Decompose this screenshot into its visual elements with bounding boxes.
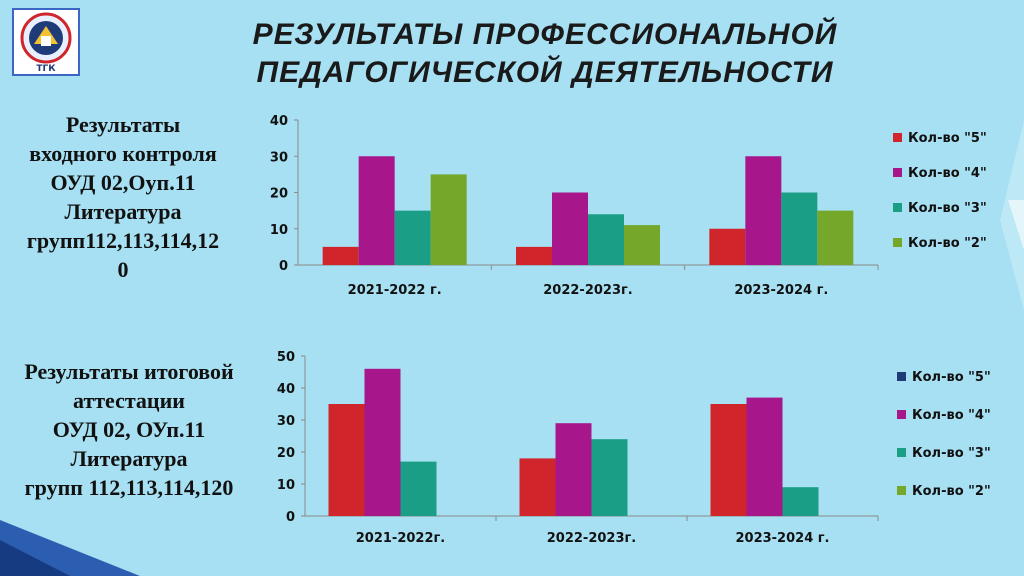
y-tick-label: 20 <box>277 446 295 461</box>
category-label: 2021-2022г. <box>356 531 446 546</box>
bar <box>364 368 401 516</box>
bar <box>588 214 624 265</box>
bar <box>709 228 746 265</box>
category-label: 2021-2022 г. <box>348 283 442 298</box>
caption-line: групп112,113,114,12 <box>26 228 220 253</box>
caption-line: Литература <box>64 199 182 224</box>
page-title-line-1: РЕЗУЛЬТАТЫ ПРОФЕССИОНАЛЬНОЙ <box>252 18 838 51</box>
svg-text:ТГК: ТГК <box>36 64 56 74</box>
category-label: 2022-2023г. <box>543 283 633 298</box>
legend-swatch <box>897 486 906 495</box>
caption-line: ОУД 02, ОУп.11 <box>52 417 206 442</box>
legend-label: Кол-во "2" <box>908 236 987 251</box>
page-title-line-2: ПЕДАГОГИЧЕСКОЙ ДЕЯТЕЛЬНОСТИ <box>256 56 834 89</box>
y-tick-label: 0 <box>279 259 288 274</box>
caption-line: входного контроля <box>29 141 217 166</box>
bar <box>710 404 747 516</box>
legend-swatch <box>893 203 902 212</box>
caption-line: 0 <box>117 257 129 282</box>
bar <box>516 246 552 265</box>
bar <box>555 423 592 516</box>
y-tick-label: 50 <box>277 350 295 365</box>
legend-label: Кол-во "3" <box>912 446 991 461</box>
legend-swatch <box>893 133 902 142</box>
bar <box>624 225 660 265</box>
caption-line: Результаты <box>65 112 181 137</box>
legend-swatch <box>893 238 902 247</box>
y-tick-label: 10 <box>277 478 295 493</box>
caption-line: групп 112,113,114,120 <box>24 475 234 500</box>
college-logo: ТГК <box>12 8 80 76</box>
caption-line: Литература <box>70 446 188 471</box>
y-tick-label: 40 <box>277 382 295 397</box>
legend-swatch <box>893 168 902 177</box>
bar <box>745 156 782 265</box>
bar <box>358 156 395 265</box>
chart1-caption: Результаты входного контроля ОУД 02,Оуп.… <box>8 110 238 284</box>
legend-swatch <box>897 410 906 419</box>
legend-label: Кол-во "3" <box>908 201 987 216</box>
legend-label: Кол-во "5" <box>908 131 987 146</box>
bar <box>781 192 818 265</box>
bar <box>782 487 819 516</box>
legend-label: Кол-во "4" <box>912 408 991 423</box>
bar <box>519 458 556 516</box>
bar <box>591 439 628 516</box>
y-tick-label: 20 <box>270 187 288 202</box>
y-tick-label: 0 <box>286 510 295 525</box>
legend-label: Кол-во "4" <box>908 166 987 181</box>
legend-swatch <box>897 372 906 381</box>
bar <box>322 246 359 265</box>
caption-line: аттестации <box>73 388 185 413</box>
y-tick-label: 30 <box>270 150 288 165</box>
legend-label: Кол-во "5" <box>912 370 991 385</box>
y-tick-label: 30 <box>277 414 295 429</box>
y-tick-label: 10 <box>270 223 288 238</box>
caption-line: Результаты итоговой <box>24 359 234 384</box>
bar <box>746 397 783 516</box>
category-label: 2023-2024 г. <box>735 531 829 546</box>
bar <box>394 210 431 265</box>
legend-label: Кол-во "2" <box>912 484 991 499</box>
category-label: 2022-2023г. <box>547 531 637 546</box>
caption-line: ОУД 02,Оуп.11 <box>50 170 196 195</box>
bar <box>328 404 365 516</box>
legend-swatch <box>897 448 906 457</box>
bar <box>552 192 588 265</box>
y-tick-label: 40 <box>270 114 288 129</box>
bar <box>430 174 467 265</box>
category-label: 2023-2024 г. <box>734 283 828 298</box>
bar <box>817 210 854 265</box>
chart2-caption: Результаты итоговой аттестации ОУД 02, О… <box>4 357 254 502</box>
bar <box>400 461 437 516</box>
